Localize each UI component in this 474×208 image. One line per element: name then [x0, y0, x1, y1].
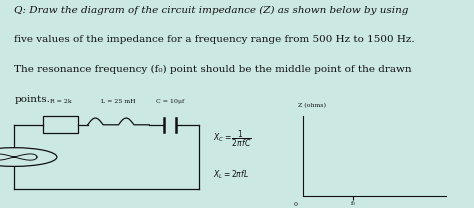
Text: points.: points.	[14, 95, 50, 104]
Text: Z (ohms): Z (ohms)	[298, 103, 326, 109]
Text: five values of the impedance for a frequency range from 500 Hz to 1500 Hz.: five values of the impedance for a frequ…	[14, 35, 415, 44]
Text: The resonance frequency (f₀) point should be the middle point of the drawn: The resonance frequency (f₀) point shoul…	[14, 65, 412, 74]
Text: C = 10μf: C = 10μf	[155, 99, 184, 104]
Text: R = 2k: R = 2k	[50, 99, 71, 104]
Text: $X_C = \dfrac{1}{2\pi fC}$: $X_C = \dfrac{1}{2\pi fC}$	[213, 128, 252, 149]
Text: Q: Draw the diagram of the circuit impedance (Z) as shown below by using: Q: Draw the diagram of the circuit imped…	[14, 5, 409, 15]
Text: $X_L = 2\pi fL$: $X_L = 2\pi fL$	[213, 168, 249, 181]
Text: 0: 0	[294, 202, 298, 207]
Text: L = 25 mH: L = 25 mH	[101, 99, 136, 104]
FancyBboxPatch shape	[43, 116, 78, 133]
